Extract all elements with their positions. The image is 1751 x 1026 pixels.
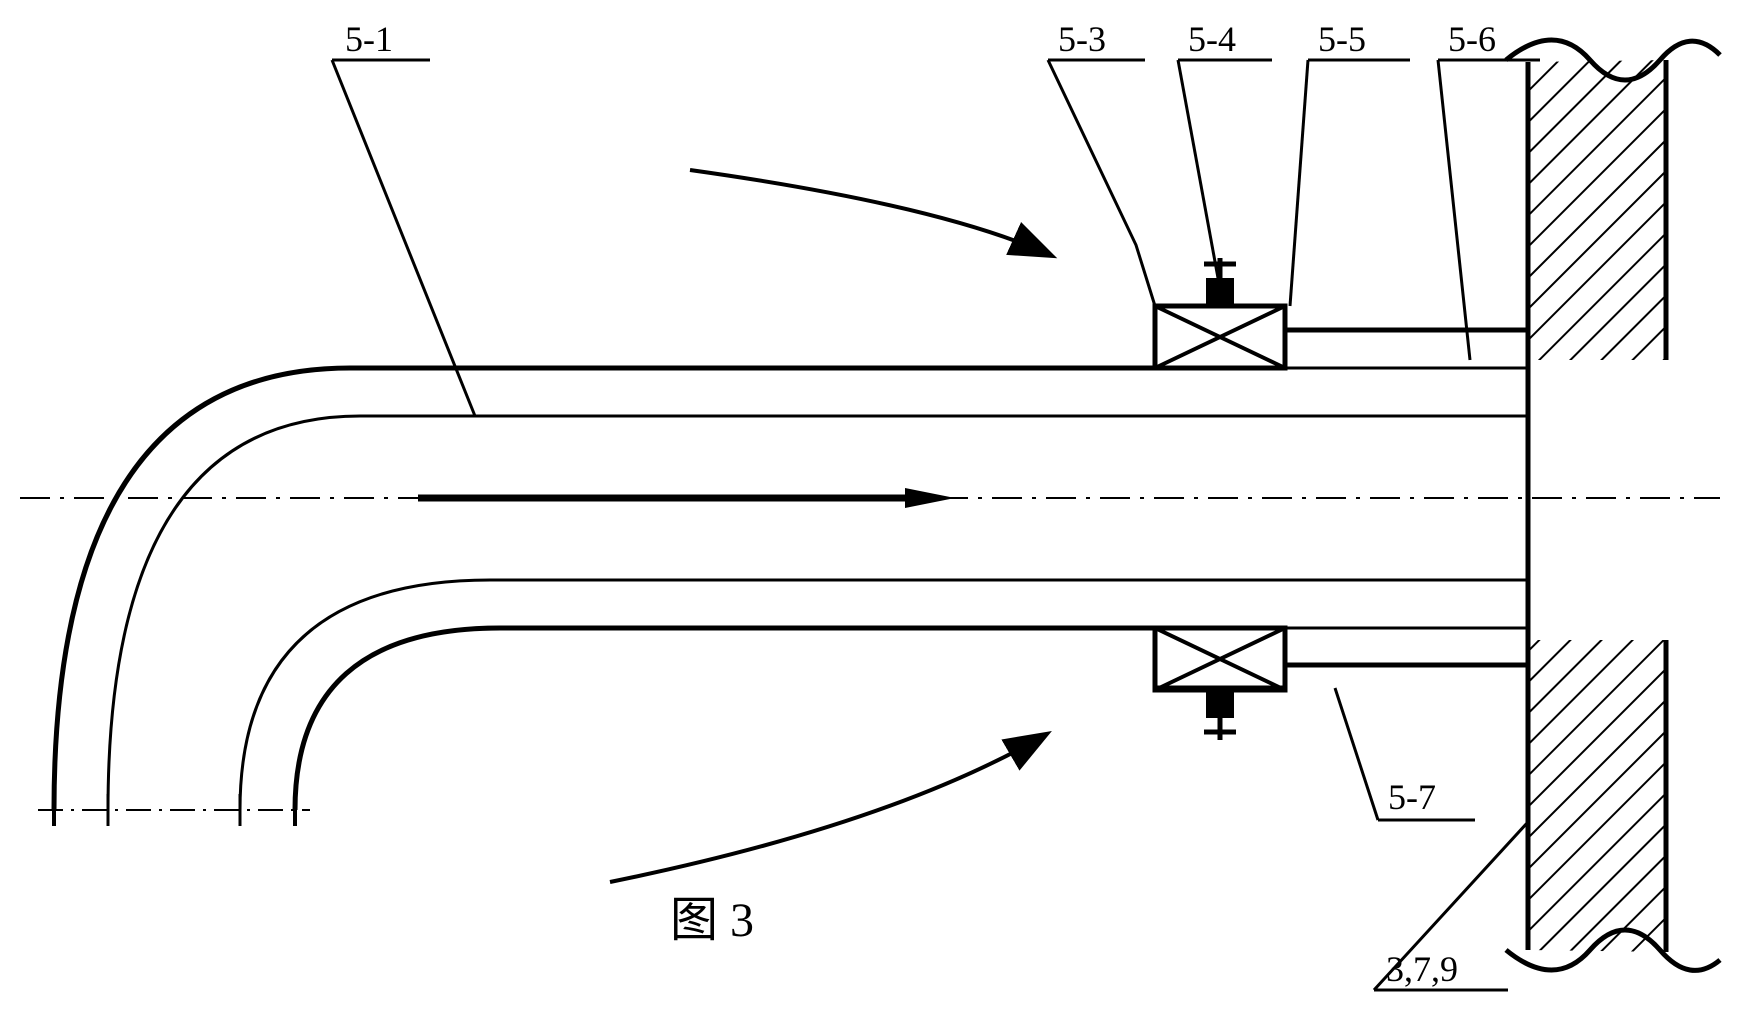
wall-top bbox=[1506, 40, 1720, 360]
air-arrow-bottom bbox=[610, 735, 1045, 882]
air-arrow-top bbox=[690, 170, 1050, 255]
flange-bottom bbox=[1155, 628, 1528, 688]
fitting-top bbox=[1204, 258, 1236, 306]
label-5-4: 5-4 bbox=[1188, 18, 1236, 60]
label-5-5: 5-5 bbox=[1318, 18, 1366, 60]
diagram-container: 5-1 5-3 5-4 5-5 5-6 5-7 3,7,9 图 3 bbox=[0, 0, 1751, 1026]
flow-arrow bbox=[418, 488, 955, 508]
fitting-bottom bbox=[1204, 690, 1236, 740]
label-5-3: 5-3 bbox=[1058, 18, 1106, 60]
label-5-1: 5-1 bbox=[345, 18, 393, 60]
wall-bottom bbox=[1506, 640, 1720, 970]
diagram-svg bbox=[0, 0, 1751, 1026]
pipe-outer-bottom bbox=[295, 628, 1155, 810]
flange-top bbox=[1155, 306, 1528, 368]
pipe-outer-top bbox=[54, 368, 1155, 810]
pipe-inner-top bbox=[108, 416, 1528, 810]
bearing-bottom bbox=[1155, 628, 1285, 690]
figure-caption: 图 3 bbox=[670, 880, 754, 950]
leaders bbox=[332, 60, 1540, 990]
bearing-top bbox=[1155, 306, 1285, 368]
label-5-6: 5-6 bbox=[1448, 18, 1496, 60]
label-3-7-9: 3,7,9 bbox=[1386, 948, 1458, 990]
pipe-inner-bottom bbox=[240, 580, 1528, 810]
label-5-7: 5-7 bbox=[1388, 776, 1436, 818]
elbow-break-marks bbox=[38, 794, 310, 826]
